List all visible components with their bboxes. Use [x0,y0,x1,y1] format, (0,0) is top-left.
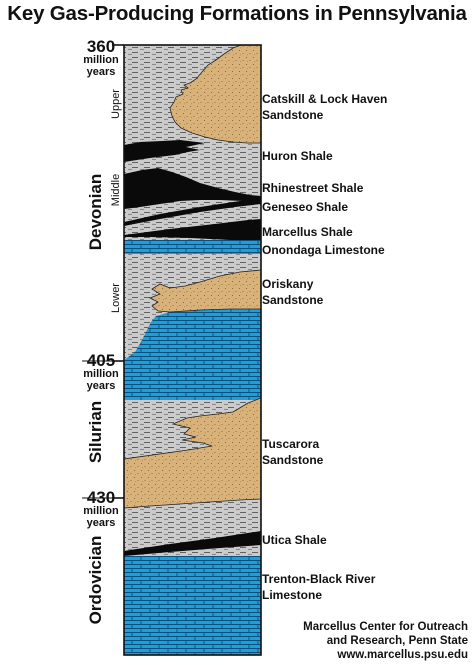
diagram-title: Key Gas-Producing Formations in Pennsylv… [7,2,467,25]
age-unit-line1: million [83,505,119,517]
formation-label-trenton: Trenton-Black River Limestone [262,571,375,603]
formation-label-line: Sandstone [262,108,324,122]
formation-label-onondaga: Onondaga Limestone [262,243,385,257]
rhinestreet-shale-layer [124,168,261,209]
marcellus-shale-layer [124,219,261,240]
formation-label-line: Sandstone [262,453,324,467]
formation-label-marcellus: Marcellus Shale [262,225,353,239]
formation-label-tuscarora: Tuscarora Sandstone [262,436,323,468]
age-label-360: 360 million years [78,38,124,78]
age-unit-line1: million [83,368,119,380]
period-label-silurian: Silurian [86,400,105,464]
credit-link[interactable]: www.marcellus.psu.edu [337,649,468,661]
huron-shale-layer [124,140,205,162]
onondaga-limestone-layer [124,240,261,254]
catskill-sandstone-layer [169,45,261,144]
age-unit-line2: years [86,379,116,392]
trenton-limestone-layer [124,556,261,655]
geneseo-shale-layer [124,199,261,226]
credit-line-institution: and Research, Penn State [326,635,468,647]
formation-label-line: Oriskany [262,277,314,291]
epoch-label-middle: Middle [110,173,122,207]
age-value: 360 [86,37,116,56]
formation-label-oriskany: Oriskany Sandstone [262,276,323,308]
formation-label-utica: Utica Shale [262,533,327,547]
formation-label-line: Limestone [262,588,323,602]
tuscarora-sandstone-layer [124,397,261,509]
period-label-ordovician: Ordovician [86,535,105,625]
silurian-limestone-layer [124,309,261,400]
oriskany-sandstone-layer [149,269,261,313]
utica-shale-layer [124,531,261,556]
formation-label-huron: Huron Shale [262,149,333,163]
epoch-label-lower: Lower [110,283,122,313]
formation-label-line: Trenton-Black River [262,572,376,586]
age-value: 405 [86,351,116,370]
epoch-label-upper: Upper [110,89,122,119]
formation-label-rhinestreet: Rhinestreet Shale [262,181,364,195]
formation-label-line: Tuscarora [262,437,320,451]
period-label-devonian: Devonian [86,173,105,251]
credit-block: Marcellus Center for Outreach and Resear… [303,620,468,662]
formation-label-line: Sandstone [262,293,324,307]
formation-label-geneseo: Geneseo Shale [262,200,349,214]
formation-label-catskill: Catskill & Lock Haven Sandstone [262,91,387,123]
age-unit-line2: years [86,516,116,529]
credit-line-org: Marcellus Center for Outreach [303,621,468,633]
column-border [123,44,262,656]
age-label-430: 430 million years [78,489,124,529]
age-label-405: 405 million years [78,352,124,392]
age-value: 430 [86,488,116,507]
age-unit-line2: years [86,65,116,78]
age-unit-line1: million [83,54,119,66]
formation-label-line: Catskill & Lock Haven [262,92,388,106]
